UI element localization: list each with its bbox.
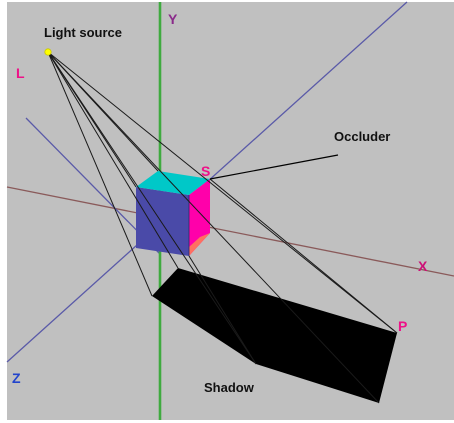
occluder-front-face	[136, 187, 189, 256]
point-s-label: S	[201, 163, 210, 179]
shadow-label: Shadow	[204, 380, 255, 395]
z-axis-label: Z	[12, 370, 21, 386]
point-p-label: P	[398, 318, 407, 334]
occluder-label: Occluder	[334, 129, 390, 144]
x-axis-label: X	[418, 258, 428, 274]
point-l-label: L	[16, 65, 25, 81]
light-source-label: Light source	[44, 25, 122, 40]
light-source-point	[45, 49, 51, 55]
y-axis-label: Y	[168, 11, 178, 27]
